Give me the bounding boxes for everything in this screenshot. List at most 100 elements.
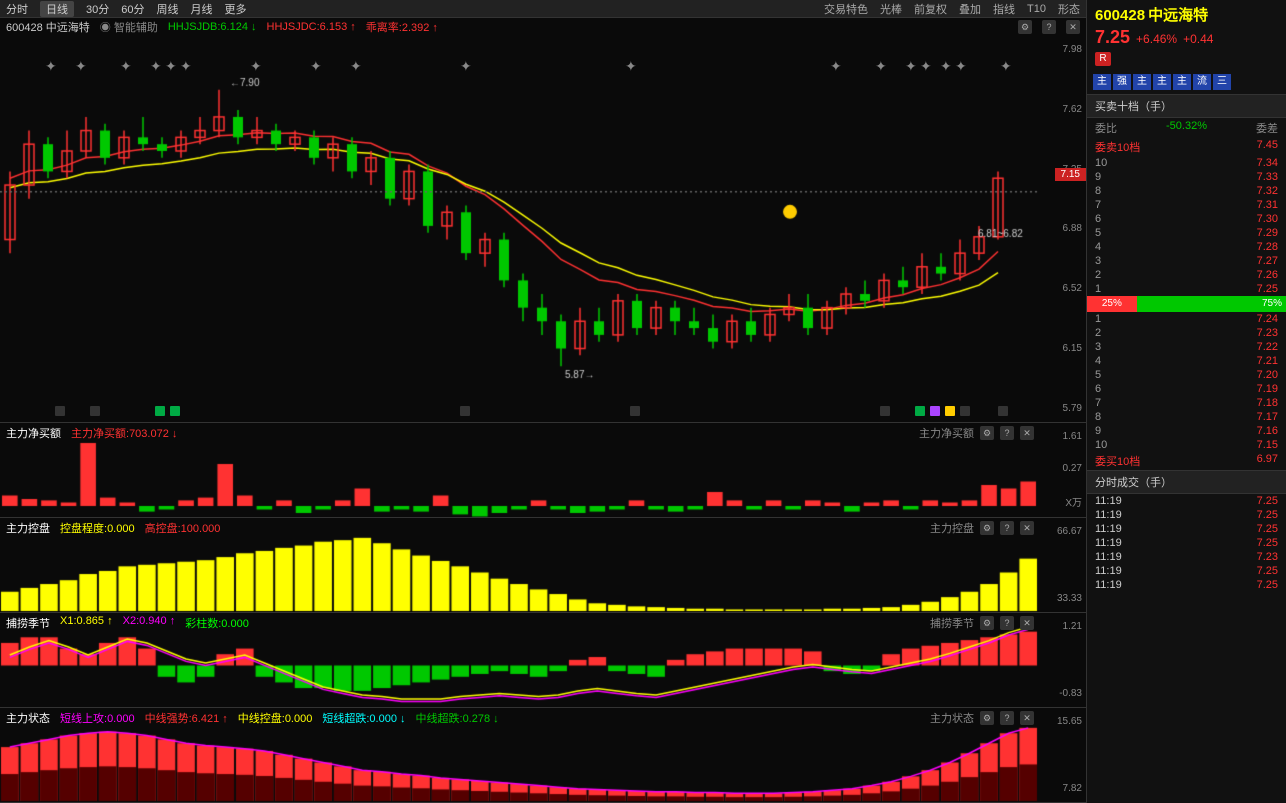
side-stock-name: 中远海特 <box>1148 7 1208 24</box>
flag-badge: R <box>1095 52 1111 66</box>
panel-net-buy[interactable]: 主力净买额 主力净买额:703.072 ↓ 主力净买额 ⚙ ? ✕ 1.610.… <box>0 423 1086 518</box>
panel3-right-title: 捕捞季节 <box>930 615 974 631</box>
close-icon[interactable]: ✕ <box>1020 521 1034 535</box>
panel4-ind2: 中线强势:6.421 ↑ <box>145 710 228 726</box>
sell-row[interactable]: 67.30 <box>1087 212 1286 226</box>
stock-info-bar: 600428 中远海特 ◉ 智能辅助 HHJSJDB:6.124 ↓ HHJSJ… <box>0 18 1086 36</box>
buy-row[interactable]: 17.24 <box>1087 312 1286 326</box>
panel4-right-title: 主力状态 <box>930 710 974 726</box>
buy-row[interactable]: 107.15 <box>1087 438 1286 452</box>
close-icon[interactable]: ✕ <box>1066 20 1080 34</box>
panel3-ind2: X2:0.940 ↑ <box>123 615 176 631</box>
side-change-val: +0.44 <box>1183 32 1213 46</box>
gear-icon[interactable]: ⚙ <box>980 616 994 630</box>
sell-row[interactable]: 27.26 <box>1087 268 1286 282</box>
sell-row[interactable]: 57.29 <box>1087 226 1286 240</box>
panel-status[interactable]: 主力状态 短线上攻:0.000 中线强势:6.421 ↑ 中线控盘:0.000 … <box>0 708 1086 803</box>
ratio-row: 委比 -50.32% 委差 <box>1087 118 1286 138</box>
toolbar-item-7[interactable]: 形态 <box>1058 1 1080 17</box>
side-tab-1[interactable]: 强 <box>1113 74 1131 90</box>
sell-row[interactable]: 37.27 <box>1087 254 1286 268</box>
panel3-title: 捕捞季节 <box>6 615 50 631</box>
tab-week[interactable]: 周线 <box>157 1 179 17</box>
gear-icon[interactable]: ⚙ <box>980 521 994 535</box>
side-tab-4[interactable]: 主 <box>1173 74 1191 90</box>
ratio-bar: 25% 75% <box>1087 296 1286 312</box>
panel-control[interactable]: 主力控盘 控盘程度:0.000 高控盘:100.000 主力控盘 ⚙ ? ✕ 6… <box>0 518 1086 613</box>
buy-row[interactable]: 47.21 <box>1087 354 1286 368</box>
stock-header: 600428 中远海特 7.25 +6.46% +0.44 R <box>1087 0 1286 70</box>
sell-row[interactable]: 87.32 <box>1087 184 1286 198</box>
buy-row[interactable]: 37.22 <box>1087 340 1286 354</box>
toolbar-item-6[interactable]: T10 <box>1027 3 1046 15</box>
buy-row[interactable]: 57.20 <box>1087 368 1286 382</box>
trade-row: 11:197.25 <box>1087 522 1286 536</box>
tab-more[interactable]: 更多 <box>225 1 247 17</box>
help-icon[interactable]: ? <box>1000 521 1014 535</box>
orderbook-header: 买卖十档（手） <box>1087 94 1286 118</box>
gear-icon[interactable]: ⚙ <box>1018 20 1032 34</box>
panel1-right-title: 主力净买额 <box>919 425 974 441</box>
side-price: 7.25 <box>1095 27 1130 48</box>
buy-row[interactable]: 97.16 <box>1087 424 1286 438</box>
gear-icon[interactable]: ⚙ <box>980 426 994 440</box>
side-tab-3[interactable]: 主 <box>1153 74 1171 90</box>
close-icon[interactable]: ✕ <box>1020 616 1034 630</box>
side-tab-2[interactable]: 主 <box>1133 74 1151 90</box>
buy-rows: 17.2427.2337.2247.2157.2067.1977.1887.17… <box>1087 312 1286 452</box>
tab-daily[interactable]: 日线 <box>40 1 74 17</box>
tab-month[interactable]: 月线 <box>191 1 213 17</box>
sell-row[interactable]: 97.33 <box>1087 170 1286 184</box>
sell-row[interactable]: 47.28 <box>1087 240 1286 254</box>
panel3-ind3: 彩柱数:0.000 <box>185 615 249 631</box>
side-change-pct: +6.46% <box>1136 32 1177 46</box>
sell-row[interactable]: 17.25 <box>1087 282 1286 296</box>
main-candlestick-chart[interactable]: 7.987.627.256.886.526.155.79 7.15 ✦✦✦✦✦✦… <box>0 36 1086 423</box>
panel4-ind5: 中线超跌:0.278 ↓ <box>416 710 499 726</box>
panel-season[interactable]: 捕捞季节 X1:0.865 ↑ X2:0.940 ↑ 彩柱数:0.000 捕捞季… <box>0 613 1086 708</box>
side-tab-5[interactable]: 流 <box>1193 74 1211 90</box>
buy-row[interactable]: 67.19 <box>1087 382 1286 396</box>
stock-code-label: 600428 中远海特 <box>6 19 90 35</box>
gear-icon[interactable]: ⚙ <box>980 711 994 725</box>
signal-icons-bottom <box>0 406 1038 418</box>
trades-header: 分时成交（手） <box>1087 470 1286 494</box>
panel2-title: 主力控盘 <box>6 520 50 536</box>
trade-row: 11:197.23 <box>1087 550 1286 564</box>
sell-title-row: 委卖10档 7.45 <box>1087 138 1286 156</box>
side-tab-6[interactable]: 三 <box>1213 74 1231 90</box>
panel3-ind1: X1:0.865 ↑ <box>60 615 113 631</box>
panel1-y-axis: 1.610.27X万 <box>1038 423 1086 517</box>
panel2-ind1: 控盘程度:0.000 <box>60 520 135 536</box>
toolbar-item-1[interactable]: 交易特色 <box>824 1 868 17</box>
panel4-title: 主力状态 <box>6 710 50 726</box>
panel2-ind2: 高控盘:100.000 <box>145 520 221 536</box>
toolbar-item-4[interactable]: 叠加 <box>959 1 981 17</box>
toolbar-item-5[interactable]: 指线 <box>993 1 1015 17</box>
tab-60m[interactable]: 60分 <box>121 1 144 17</box>
close-icon[interactable]: ✕ <box>1020 426 1034 440</box>
help-icon[interactable]: ? <box>1000 616 1014 630</box>
panel1-title: 主力净买额 <box>6 425 61 441</box>
close-icon[interactable]: ✕ <box>1020 711 1034 725</box>
sell-rows: 107.3497.3387.3277.3167.3057.2947.2837.2… <box>1087 156 1286 296</box>
sell-row[interactable]: 107.34 <box>1087 156 1286 170</box>
buy-row[interactable]: 87.17 <box>1087 410 1286 424</box>
panel4-ind3: 中线控盘:0.000 <box>238 710 313 726</box>
tab-30m[interactable]: 30分 <box>86 1 109 17</box>
help-icon[interactable]: ? <box>1000 426 1014 440</box>
trade-row: 11:197.25 <box>1087 508 1286 522</box>
panel4-ind1: 短线上攻:0.000 <box>60 710 135 726</box>
toolbar-item-3[interactable]: 前复权 <box>914 1 947 17</box>
toolbar-item-2[interactable]: 光棒 <box>880 1 902 17</box>
buy-row[interactable]: 27.23 <box>1087 326 1286 340</box>
side-tab-0[interactable]: 主 <box>1093 74 1111 90</box>
help-icon[interactable]: ? <box>1000 711 1014 725</box>
sell-row[interactable]: 77.31 <box>1087 198 1286 212</box>
side-panel: 600428 中远海特 7.25 +6.46% +0.44 R 主强主主主流三 … <box>1086 0 1286 803</box>
side-tabs: 主强主主主流三 <box>1087 70 1286 94</box>
buy-row[interactable]: 77.18 <box>1087 396 1286 410</box>
help-icon[interactable]: ? <box>1042 20 1056 34</box>
trade-row: 11:197.25 <box>1087 494 1286 508</box>
tab-fenshi[interactable]: 分时 <box>6 1 28 17</box>
